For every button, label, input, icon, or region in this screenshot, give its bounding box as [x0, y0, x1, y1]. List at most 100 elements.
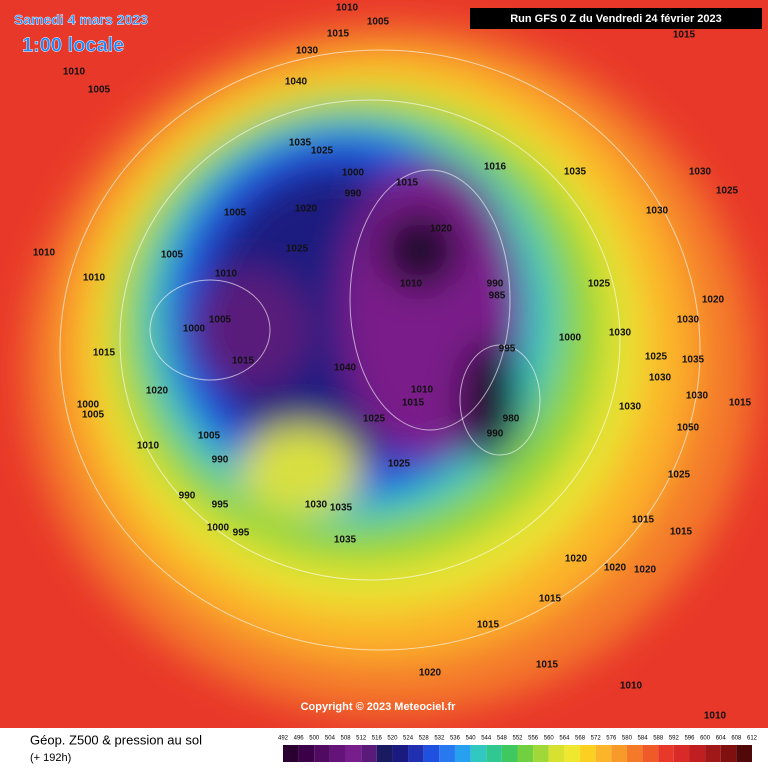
- colorbar-swatch: [439, 745, 455, 762]
- colorbar-swatch: [423, 745, 440, 762]
- colorbar-swatch: [673, 745, 690, 762]
- pressure-label: 1025: [311, 146, 334, 157]
- colorbar-tick-label: 568: [575, 736, 586, 742]
- colorbar-tick-label: 584: [638, 736, 649, 742]
- pressure-label: 1010: [620, 681, 643, 692]
- pressure-labels: 1010100510151030104010101005103510251000…: [33, 3, 752, 722]
- pressure-label: 1010: [33, 248, 56, 259]
- colorbar-swatch: [595, 745, 612, 762]
- colorbar-tick-label: 500: [309, 736, 320, 742]
- pressure-label: 1000: [183, 324, 206, 335]
- pressure-label: 1030: [296, 46, 319, 57]
- colorbar-swatch: [361, 745, 377, 762]
- pressure-label: 1025: [645, 352, 668, 363]
- pressure-label: 1000: [342, 168, 365, 179]
- pressure-label: 1010: [137, 441, 160, 452]
- colorbar-swatch: [408, 745, 424, 762]
- pressure-label: 1035: [564, 167, 587, 178]
- colorbar-swatch: [283, 745, 299, 762]
- pressure-label: 990: [487, 279, 504, 290]
- colorbar-tick-label: 604: [716, 736, 727, 742]
- pressure-label: 990: [179, 491, 196, 502]
- pressure-label: 1005: [161, 250, 184, 261]
- pressure-label: 995: [233, 528, 250, 539]
- colorbar-tick-label: 528: [419, 736, 430, 742]
- pressure-label: 1030: [646, 206, 669, 217]
- colorbar-tick-label: 540: [466, 736, 477, 742]
- colorbar-swatch: [486, 745, 502, 762]
- pressure-label: 1035: [682, 355, 705, 366]
- colorbar-swatch: [611, 745, 627, 762]
- colorbar-tick-label: 520: [387, 736, 398, 742]
- pressure-label: 1015: [536, 660, 559, 671]
- pressure-label: 1020: [146, 386, 169, 397]
- colorbar-swatch: [658, 745, 674, 762]
- pressure-label: 1010: [400, 279, 423, 290]
- colorbar-tick-label: 524: [403, 736, 414, 742]
- pressure-label: 1030: [689, 167, 712, 178]
- colorbar-tick-label: 580: [622, 736, 633, 742]
- colorbar-swatch: [376, 745, 393, 762]
- colorbar-swatch: [345, 745, 362, 762]
- colorbar-tick-label: 564: [559, 736, 570, 742]
- colorbar-tick-label: 508: [341, 736, 352, 742]
- pressure-label: 985: [489, 291, 506, 302]
- pressure-label: 995: [212, 500, 229, 511]
- pressure-label: 1010: [83, 273, 106, 284]
- colorbar-swatch: [548, 745, 565, 762]
- pressure-label: 1010: [704, 711, 727, 722]
- colorbar-tick-label: 608: [731, 736, 742, 742]
- colorbar-swatch: [470, 745, 487, 762]
- colorbar-tick-label: 532: [434, 736, 445, 742]
- pressure-label: 1030: [619, 402, 642, 413]
- pressure-label: 1020: [604, 563, 627, 574]
- pressure-label: 1005: [367, 17, 390, 28]
- colorbar-swatch: [517, 745, 534, 762]
- pressure-label: 1015: [327, 29, 350, 40]
- colorbar-tick-label: 544: [481, 736, 492, 742]
- colorbar-swatch: [642, 745, 659, 762]
- colorbar-tick-label: 504: [325, 736, 336, 742]
- colorbar-swatch: [626, 745, 643, 762]
- pressure-label: 1016: [484, 162, 507, 173]
- date-label: Samedi 4 mars 2023: [14, 12, 148, 28]
- pressure-label: 1015: [670, 527, 693, 538]
- pressure-label: 1005: [82, 410, 105, 421]
- pressure-label: 1010: [63, 67, 86, 78]
- colorbar-tick-label: 548: [497, 736, 508, 742]
- pressure-label: 1000: [559, 333, 582, 344]
- colorbar-swatch: [720, 745, 737, 762]
- pressure-label: 1020: [565, 554, 588, 565]
- pressure-label: 1020: [702, 295, 725, 306]
- pressure-label: 1010: [411, 385, 434, 396]
- colorbar-tick-label: 588: [653, 736, 664, 742]
- z500-field: [25, 25, 755, 715]
- colorbar-swatch: [298, 745, 315, 762]
- pressure-label: 1015: [539, 594, 562, 605]
- pressure-label: 1015: [93, 348, 116, 359]
- colorbar-tick-label: 572: [591, 736, 602, 742]
- pressure-label: 980: [503, 414, 520, 425]
- pressure-label: 1010: [336, 3, 359, 14]
- pressure-label: 1015: [402, 398, 425, 409]
- colorbar-tick-label: 556: [528, 736, 539, 742]
- colorbar-swatch: [314, 745, 330, 762]
- pressure-label: 1030: [609, 328, 632, 339]
- pressure-label: 1015: [477, 620, 500, 631]
- colorbar-tick-label: 552: [512, 736, 523, 742]
- pressure-label: 990: [212, 455, 229, 466]
- pressure-label: 1015: [232, 356, 255, 367]
- run-box: [470, 8, 762, 29]
- time-label: 1:00 locale: [22, 34, 124, 56]
- pressure-label: 1035: [289, 138, 312, 149]
- pressure-label: 1035: [330, 503, 353, 514]
- colorbar-tick-label: 536: [450, 736, 461, 742]
- pressure-label: 1000: [77, 400, 100, 411]
- colorbar-swatch: [736, 745, 752, 762]
- pressure-label: 1025: [363, 414, 386, 425]
- footer-title: Géop. Z500 & pression au sol: [30, 732, 202, 747]
- pressure-label: 1040: [285, 77, 308, 88]
- colorbar-swatch: [533, 745, 549, 762]
- pressure-label: 1030: [686, 391, 709, 402]
